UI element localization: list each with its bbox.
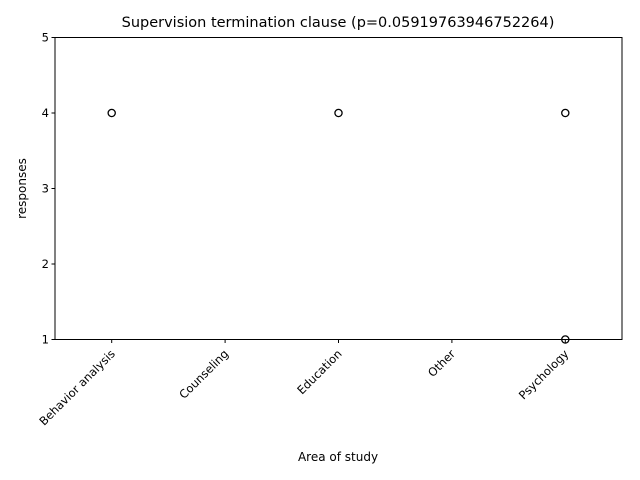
outlier-point xyxy=(561,108,570,118)
y-tick-label: 5 xyxy=(42,31,49,45)
y-tick-label: 1 xyxy=(42,333,49,347)
y-tick-label: 4 xyxy=(42,106,49,120)
y-axis: 1 2 3 4 5 xyxy=(42,31,55,347)
x-tick-label: Behavior analysis xyxy=(36,347,118,429)
y-tick-label: 3 xyxy=(42,182,49,196)
y-tick-label: 2 xyxy=(42,257,49,271)
plot-marks xyxy=(83,37,594,344)
x-tick-label: Education xyxy=(294,347,344,397)
outlier-point xyxy=(107,108,116,118)
outlier-point xyxy=(334,108,343,118)
x-tick-label: Other xyxy=(425,347,458,380)
x-tick-label: Psychology xyxy=(516,347,572,403)
chart-title: Supervision termination clause (p=0.0591… xyxy=(122,15,555,31)
x-axis-label: Area of study xyxy=(298,450,378,464)
plot-area-frame xyxy=(54,37,623,340)
box-education xyxy=(310,37,367,118)
box-behavior-analysis xyxy=(83,37,141,118)
box-psychology xyxy=(536,37,594,344)
x-tick-label: Counseling xyxy=(176,347,231,402)
y-axis-label: responses xyxy=(15,158,29,219)
x-axis: Behavior analysis Counseling Education Othe… xyxy=(36,339,572,429)
